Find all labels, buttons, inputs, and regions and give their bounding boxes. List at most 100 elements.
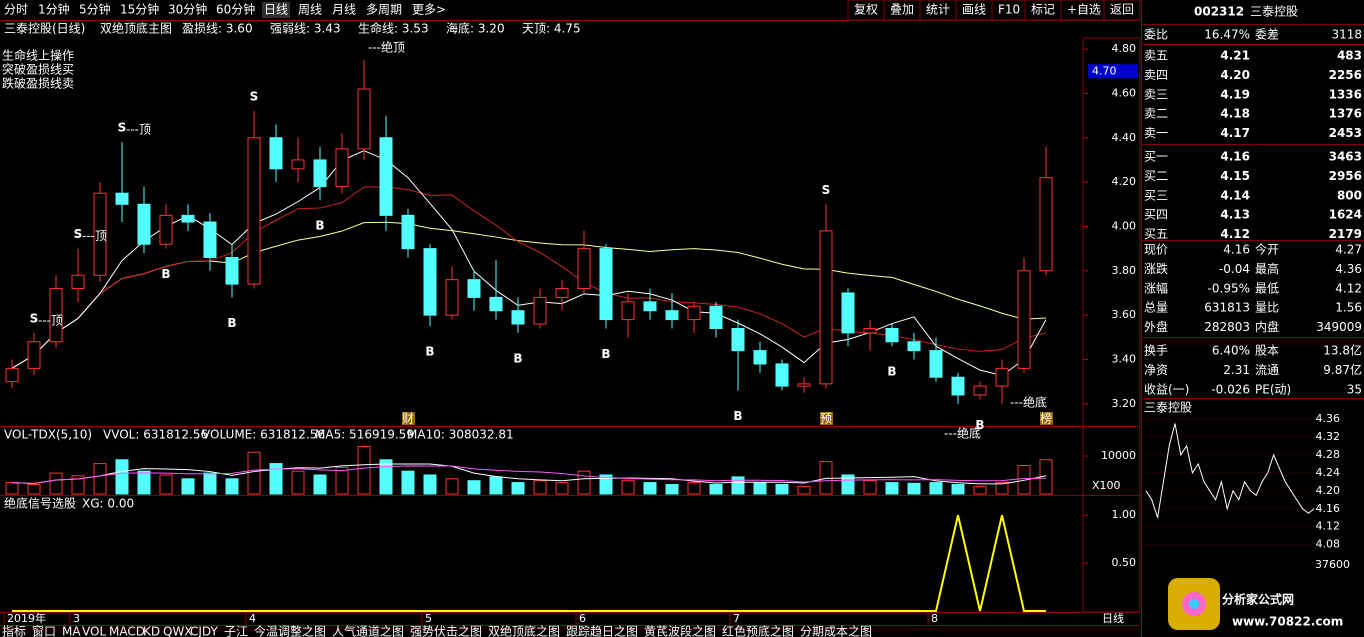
period-tab[interactable]: 多周期 bbox=[366, 3, 402, 17]
volume-bar bbox=[797, 485, 811, 495]
indicator-tab[interactable]: 黄芪波段之图 bbox=[644, 624, 716, 637]
quote-cell: 外盘 bbox=[1144, 319, 1168, 334]
indicator-tab[interactable]: MA bbox=[62, 625, 81, 637]
y-tick-label: 3.60 bbox=[1112, 308, 1137, 321]
indicator-tab[interactable]: CJDY bbox=[190, 625, 219, 637]
volume-bar bbox=[775, 483, 789, 495]
volume-bar bbox=[709, 483, 723, 495]
active-tab-bg bbox=[262, 2, 290, 18]
indicator-tab[interactable]: 今温调整之图 bbox=[254, 624, 326, 637]
indicator-tab[interactable]: KD bbox=[143, 625, 160, 637]
quote-cell: 35 bbox=[1347, 382, 1362, 396]
indicator-tab[interactable]: 强势伏击之图 bbox=[410, 625, 482, 637]
period-tab[interactable]: 60分钟 bbox=[216, 2, 255, 17]
quote-cell: 内盘 bbox=[1255, 319, 1279, 334]
quote-cell: 9.87亿 bbox=[1323, 362, 1362, 377]
indicator-tab[interactable]: QWX bbox=[163, 625, 193, 637]
signal-marker: B bbox=[425, 345, 434, 359]
period-tab[interactable]: 日线 bbox=[264, 3, 288, 17]
y-tick-label: 4.32 bbox=[1316, 430, 1341, 443]
toolbar-button-label[interactable]: 返回 bbox=[1110, 3, 1134, 17]
period-tab[interactable]: 更多> bbox=[412, 3, 446, 17]
y-tick-label: 4.24 bbox=[1316, 466, 1341, 479]
period-tab[interactable]: 周线 bbox=[298, 3, 322, 17]
x-tick-label: 3 bbox=[73, 612, 80, 625]
event-flag bbox=[402, 412, 415, 425]
annotation: ---绝底 bbox=[944, 425, 981, 440]
candle-body bbox=[687, 305, 701, 321]
readout: 生命线: 3.53 bbox=[358, 21, 429, 36]
toolbar-button[interactable] bbox=[847, 0, 885, 21]
signal-marker: S bbox=[118, 121, 127, 135]
indicator-tab[interactable]: 双绝顶底之图 bbox=[488, 624, 560, 637]
order-book-cell: 2256 bbox=[1329, 68, 1362, 82]
volume-bar bbox=[93, 463, 107, 495]
volume-bar bbox=[533, 480, 547, 495]
indicator-tab[interactable]: 分期成本之图 bbox=[800, 625, 872, 637]
quote-cell: 最低 bbox=[1255, 281, 1279, 295]
pane-title: 绝底信号选股 bbox=[4, 496, 76, 511]
order-book-cell: 卖二 bbox=[1144, 107, 1168, 121]
order-book-cell: 4.19 bbox=[1220, 87, 1250, 101]
quote-cell: 今开 bbox=[1255, 242, 1279, 257]
order-book-cell: 买三 bbox=[1144, 188, 1168, 202]
toolbar-button-label[interactable]: 标记 bbox=[1031, 3, 1055, 17]
quote-cell: 4.27 bbox=[1335, 243, 1362, 257]
readout: VVOL: 631812.56 bbox=[103, 428, 208, 442]
order-book-cell: 卖四 bbox=[1144, 68, 1168, 82]
candle-body bbox=[401, 214, 415, 250]
order-book-cell: 卖五 bbox=[1144, 49, 1168, 63]
signal-marker: B bbox=[227, 316, 236, 330]
candle-body bbox=[621, 301, 635, 321]
candle-body bbox=[489, 296, 503, 312]
volume-bar bbox=[423, 474, 437, 495]
indicator-tab[interactable]: VOL bbox=[82, 625, 106, 637]
quote-cell: -0.04 bbox=[1219, 262, 1250, 276]
toolbar-button-label[interactable]: +自选 bbox=[1067, 3, 1101, 17]
signal-marker: S bbox=[74, 227, 83, 241]
cursor-price-label: 4.70 bbox=[1092, 64, 1117, 77]
volume-tick-label: 37600 bbox=[1315, 558, 1350, 571]
quote-cell: 6.40% bbox=[1212, 344, 1250, 358]
toolbar-button-label[interactable]: F10 bbox=[998, 3, 1020, 17]
candle-body bbox=[1039, 177, 1053, 272]
quote-cell: 收益(一) bbox=[1144, 382, 1189, 396]
quote-cell: 4.12 bbox=[1335, 281, 1362, 295]
period-tab[interactable]: 30分钟 bbox=[168, 2, 207, 17]
indicator-tab[interactable]: 跟踪趋日之图 bbox=[566, 625, 638, 637]
quote-cell: PE(动) bbox=[1255, 382, 1291, 396]
quote-cell: -0.026 bbox=[1211, 382, 1250, 396]
candle-body bbox=[775, 363, 789, 387]
indicator-tab[interactable]: 窗口 bbox=[32, 625, 56, 637]
x-tick-label: 7 bbox=[733, 612, 740, 625]
y-tick-label: 4.60 bbox=[1112, 86, 1137, 99]
period-tab[interactable]: 月线 bbox=[332, 3, 356, 17]
event-flag bbox=[1040, 412, 1053, 425]
x-tick-label: 4 bbox=[249, 612, 256, 625]
toolbar-button-label[interactable]: 复权 bbox=[854, 3, 878, 17]
annotation: ---顶 bbox=[126, 123, 151, 137]
indicator-tab[interactable]: MACD bbox=[109, 625, 145, 637]
event-label: 榜 bbox=[1040, 411, 1052, 426]
order-book-cell: 4.18 bbox=[1220, 107, 1250, 121]
readout: 海底: 3.20 bbox=[446, 21, 505, 36]
indicator-tab[interactable]: 子江 bbox=[224, 625, 248, 637]
annotation: ---顶 bbox=[82, 229, 107, 243]
event-flag bbox=[820, 412, 833, 425]
toolbar-button-label[interactable]: 画线 bbox=[962, 3, 986, 17]
candle-body bbox=[115, 192, 129, 205]
note: 跌破盈损线卖 bbox=[2, 76, 74, 91]
indicator-tab[interactable]: 人气通道之图 bbox=[332, 624, 404, 637]
period-tab[interactable]: 15分钟 bbox=[120, 2, 159, 17]
toolbar-button-label[interactable]: 叠加 bbox=[890, 3, 914, 17]
indicator-tab[interactable]: 指标 bbox=[2, 624, 26, 637]
order-book-cell: 4.20 bbox=[1220, 68, 1250, 82]
y-tick-label: 4.08 bbox=[1316, 538, 1341, 551]
period-tab[interactable]: 分时 bbox=[4, 3, 28, 17]
candle-body bbox=[907, 341, 921, 352]
indicator-tab[interactable]: 红色预底之图 bbox=[722, 624, 794, 637]
period-tab[interactable]: 5分钟 bbox=[79, 2, 111, 17]
y-tick-label: 3.40 bbox=[1112, 352, 1137, 365]
period-tab[interactable]: 1分钟 bbox=[38, 2, 70, 17]
toolbar-button-label[interactable]: 统计 bbox=[926, 3, 950, 17]
